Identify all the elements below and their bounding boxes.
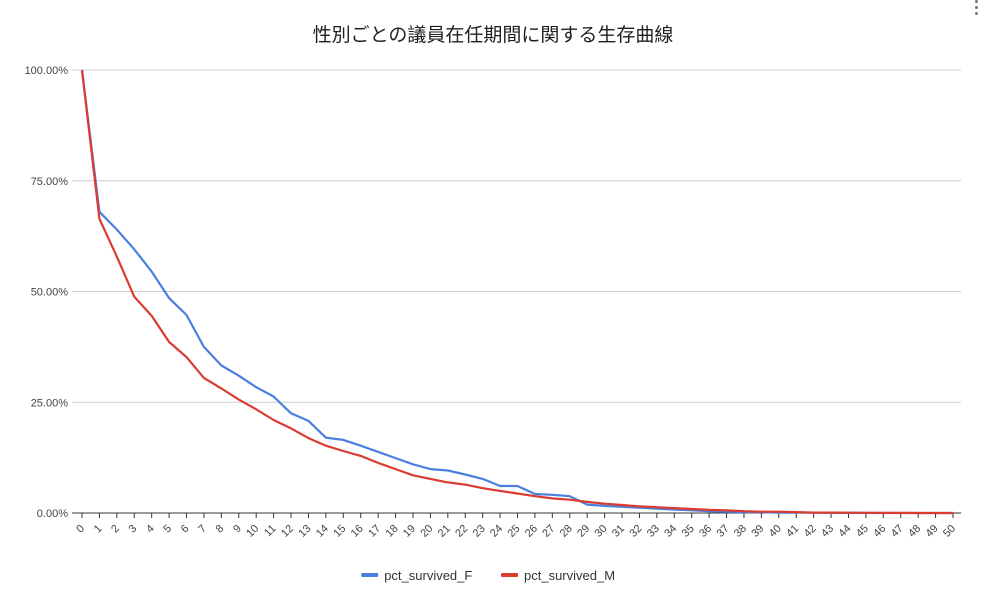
series-lines [80,69,953,515]
x-tick-label: 43 [819,523,836,540]
x-tick-label: 20 [418,523,435,540]
x-tick-label: 49 [924,523,941,540]
y-tick-label: 50.00% [31,287,69,299]
legend-label: pct_survived_F [384,568,472,583]
x-tick-label: 48 [906,523,923,540]
x-tick-label: 1 [92,523,105,536]
x-tick-label: 40 [767,523,784,540]
x-tick-label: 14 [314,523,331,540]
x-tick-label: 31 [610,523,627,540]
x-tick-label: 12 [279,523,296,540]
x-axis-ticks: 0 1 2 3 4 5 6 7 8 9 10 11 12 13 14 15 16 17 18 19 20 21 22 23 24… [74,513,958,540]
x-tick-label: 8 [214,523,227,536]
y-tick-label: 75.00% [31,176,69,188]
x-tick-label: 42 [802,523,819,540]
x-tick-label: 30 [593,523,610,540]
x-tick-label: 16 [349,523,366,540]
series-line-pct_survived_M [80,69,953,515]
x-tick-label: 9 [231,523,244,536]
x-tick-label: 29 [575,523,592,540]
x-tick-label: 22 [453,523,470,540]
legend-label: pct_survived_M [524,568,615,583]
x-tick-label: 37 [715,523,732,540]
x-tick-label: 45 [854,523,871,540]
x-tick-label: 17 [366,523,383,540]
more-options-icon[interactable] [974,0,980,18]
x-tick-label: 41 [784,523,801,540]
x-tick-label: 46 [871,523,888,540]
x-tick-label: 0 [74,523,87,536]
x-tick-label: 11 [262,523,279,540]
x-tick-label: 47 [889,523,906,540]
x-tick-label: 3 [127,523,140,536]
x-tick-label: 28 [558,523,575,540]
x-tick-label: 7 [196,523,209,536]
x-tick-label: 50 [941,523,958,540]
x-tick-label: 38 [732,523,749,540]
x-tick-label: 15 [331,523,348,540]
x-tick-label: 34 [662,523,679,540]
chart-title: 性別ごとの議員在任期間に関する生存曲線 [312,24,674,46]
y-tick-label: 100.00% [25,65,69,77]
legend-swatch [361,573,379,577]
x-tick-label: 36 [697,523,714,540]
y-axis-ticks: 0.00% 25.00% 50.00% 75.00% 100.00% [25,65,69,520]
x-tick-label: 19 [401,523,418,540]
legend-swatch [501,573,518,577]
y-tick-label: 25.00% [31,397,69,409]
x-tick-label: 5 [161,523,174,536]
x-tick-label: 6 [179,523,192,536]
x-tick-label: 2 [109,523,122,536]
x-tick-label: 24 [488,523,505,540]
x-tick-label: 26 [523,523,540,540]
x-tick-label: 35 [680,523,697,540]
y-tick-label: 0.00% [37,508,68,520]
x-tick-label: 25 [505,523,522,540]
x-tick-label: 23 [471,523,488,540]
x-tick-label: 21 [436,523,453,540]
x-tick-label: 27 [540,523,557,540]
legend: pct_survived_F pct_survived_M [361,568,615,583]
x-tick-label: 4 [144,523,157,536]
x-tick-label: 33 [645,523,662,540]
x-tick-label: 44 [836,523,853,540]
x-tick-label: 39 [749,523,766,540]
x-tick-label: 18 [384,523,401,540]
x-tick-label: 13 [296,523,313,540]
x-tick-label: 10 [244,523,261,540]
gridlines [72,69,961,514]
x-tick-label: 32 [627,523,644,540]
